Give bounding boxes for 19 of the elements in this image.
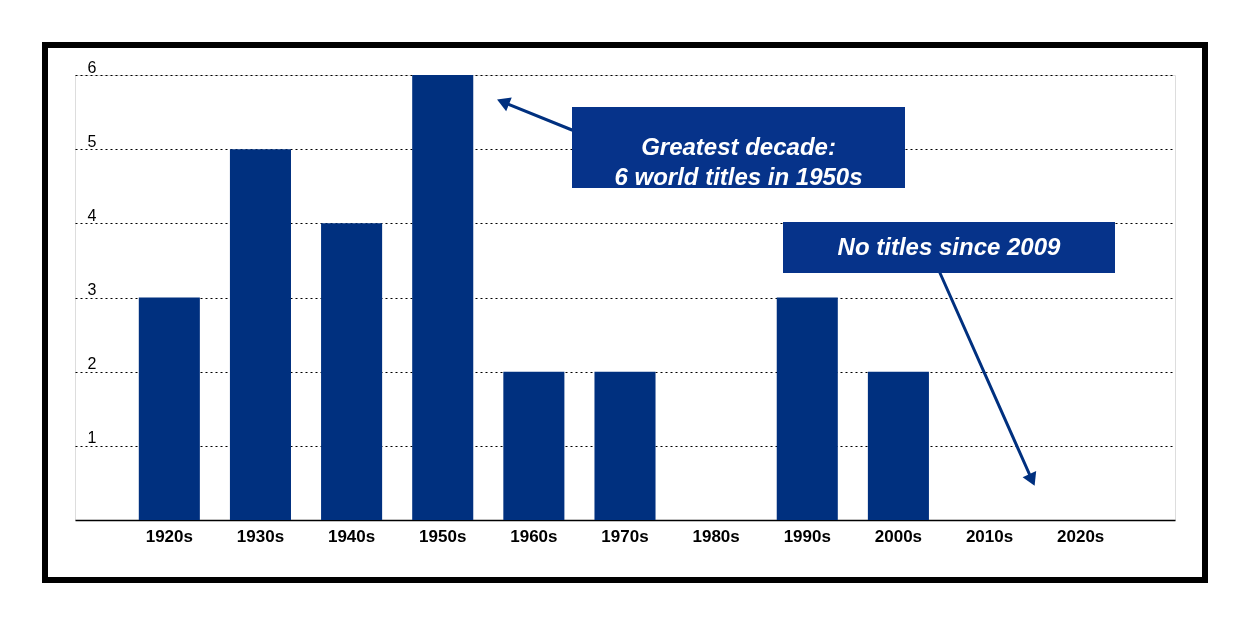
x-tick-label: 2020s	[1057, 526, 1105, 546]
x-tick-label: 1960s	[510, 526, 558, 546]
y-tick-label: 6	[87, 58, 97, 76]
x-tick-label: 1950s	[419, 526, 467, 546]
x-tick-label: 2010s	[965, 526, 1014, 546]
y-tick-label: 5	[87, 132, 97, 150]
y-tick-label: 4	[87, 206, 97, 224]
x-tick-label: 1970s	[601, 526, 649, 546]
x-tick-label: 1990s	[783, 526, 831, 546]
x-tick-label: 1930s	[236, 526, 285, 546]
annotation: Greatest decade: 6 world titles in 1950s	[614, 132, 863, 190]
y-tick-label: 1	[87, 429, 97, 447]
x-tick-label: 1920s	[145, 526, 193, 546]
annotation: No titles since 2009	[837, 232, 1062, 260]
y-tick-label: 2	[87, 355, 97, 373]
x-tick-label: 1980s	[692, 526, 740, 546]
x-tick-label: 2000s	[874, 526, 923, 546]
y-tick-label: 3	[87, 281, 97, 298]
x-tick-label: 1940s	[327, 526, 376, 546]
